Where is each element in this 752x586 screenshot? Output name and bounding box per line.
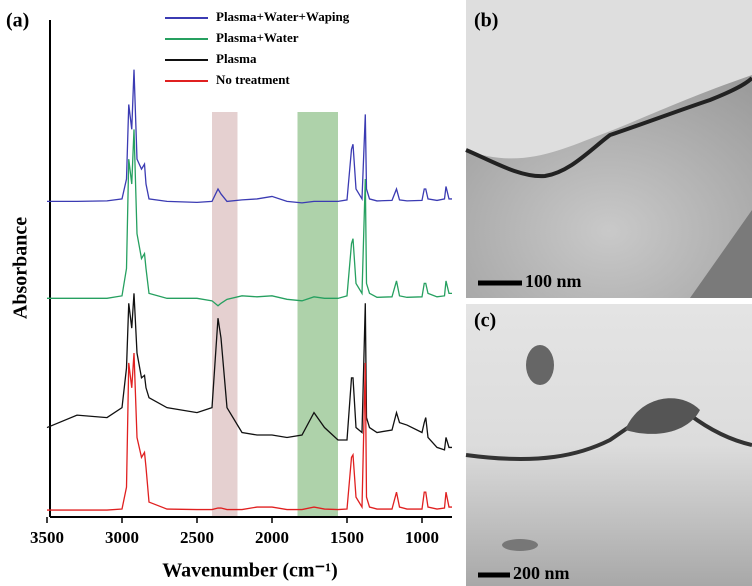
- highlight-band: [297, 112, 338, 517]
- legend-label: No treatment: [216, 72, 290, 87]
- x-tick-label: 3500: [30, 528, 64, 547]
- x-tick-label: 2500: [180, 528, 214, 547]
- x-tick-label: 1500: [330, 528, 364, 547]
- legend-label: Plasma+Water+Waping: [216, 9, 350, 24]
- legend-label: Plasma+Water: [216, 30, 299, 45]
- tem-image-c: [465, 304, 752, 586]
- highlight-band: [212, 112, 238, 517]
- x-tick-label: 3000: [105, 528, 139, 547]
- x-axis-label: Wavenumber (cm⁻¹): [162, 560, 338, 582]
- x-tick-label: 1000: [405, 528, 439, 547]
- spectrum-line: [47, 352, 452, 511]
- panel-label: (b): [474, 10, 498, 32]
- scale-bar-label: 100 nm: [525, 271, 582, 291]
- panel-label: (c): [474, 310, 496, 332]
- spectrum-line: [46, 293, 452, 451]
- y-axis-label: Absorbance: [10, 217, 32, 319]
- scale-bar-label: 200 nm: [513, 563, 570, 583]
- spectrum-line: [47, 69, 452, 204]
- tem-image-b: [465, 0, 752, 298]
- legend-label: Plasma: [216, 51, 257, 66]
- panel-label: (a): [6, 10, 29, 32]
- spectrum-line: [47, 129, 452, 307]
- x-tick-label: 2000: [255, 528, 289, 547]
